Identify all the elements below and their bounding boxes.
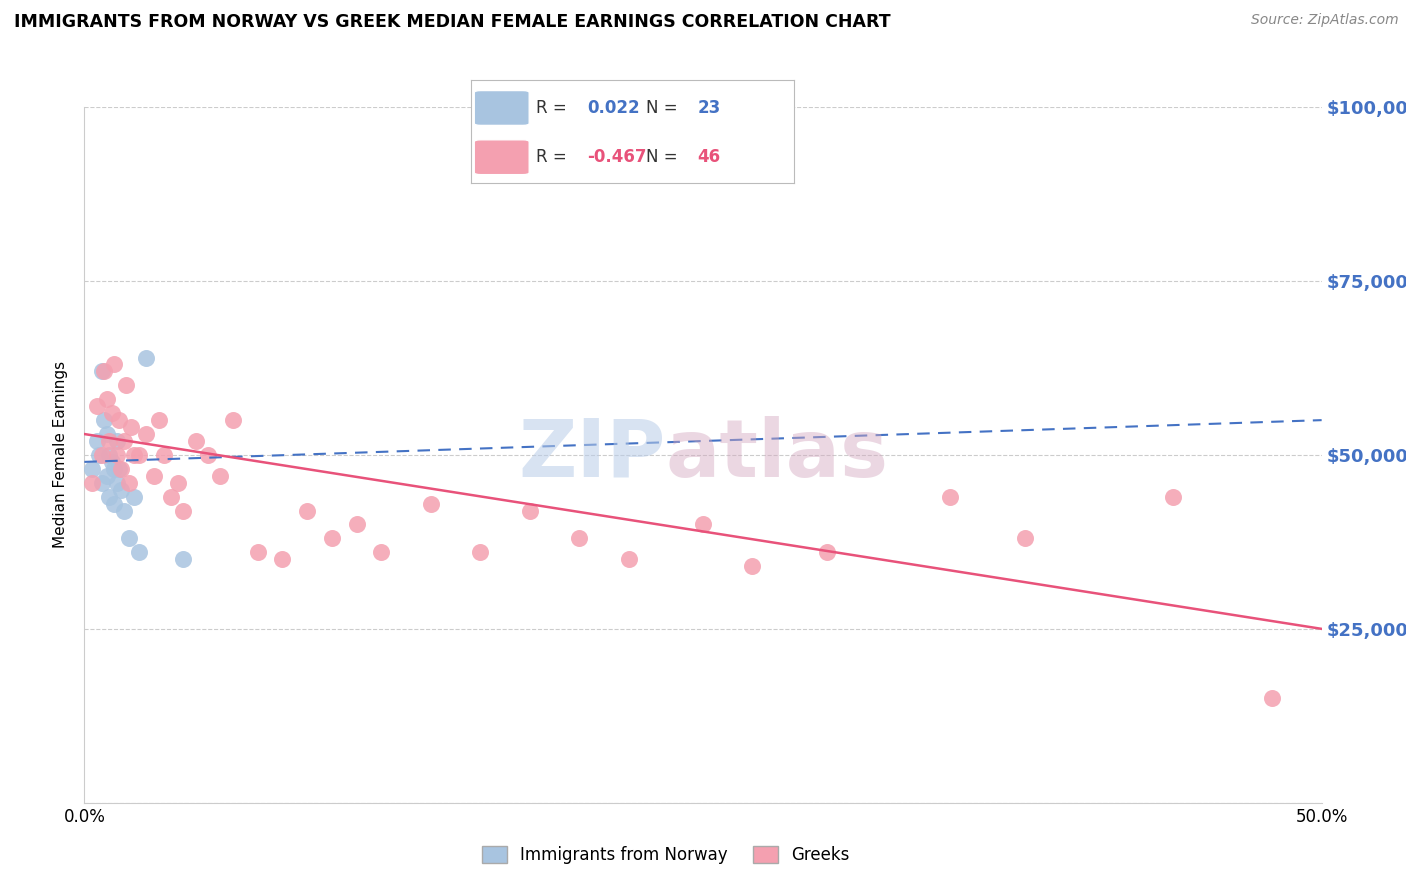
Point [148,413,170,427]
Point [321,532,343,546]
Text: R =: R = [536,148,572,166]
Point [939,490,962,504]
Point [103,462,125,476]
Point [100,406,122,420]
Point [80,475,103,490]
Point [80,462,103,476]
Point [346,517,368,532]
Point [271,552,294,566]
Point [112,503,135,517]
Text: N =: N = [645,99,682,117]
Point [470,545,492,559]
Point [128,448,150,462]
Point [519,503,541,517]
Point [96,392,118,407]
FancyBboxPatch shape [474,140,529,175]
Point [96,468,118,483]
Point [167,475,190,490]
Point [197,448,219,462]
Point [128,545,150,559]
Point [98,490,121,504]
Point [100,455,122,469]
Point [118,475,141,490]
Point [152,448,174,462]
Text: 23: 23 [697,99,721,117]
Point [93,364,115,378]
Text: 0.022: 0.022 [588,99,640,117]
Point [115,378,138,392]
Point [86,399,108,413]
Point [110,483,132,497]
Point [692,517,714,532]
Point [741,559,763,574]
Point [105,434,128,448]
Point [93,413,115,427]
Point [108,462,131,476]
Point [96,427,118,442]
Point [172,552,194,566]
Text: R =: R = [536,99,572,117]
Point [122,448,145,462]
Point [617,552,640,566]
Point [112,434,135,448]
Point [184,434,207,448]
Point [90,448,112,462]
Point [142,468,165,483]
Point [118,532,141,546]
Text: ZIP: ZIP [519,416,666,494]
Point [110,462,132,476]
Point [172,503,194,517]
Text: IMMIGRANTS FROM NORWAY VS GREEK MEDIAN FEMALE EARNINGS CORRELATION CHART: IMMIGRANTS FROM NORWAY VS GREEK MEDIAN F… [14,13,890,31]
Point [815,545,838,559]
Point [86,434,108,448]
Y-axis label: Median Female Earnings: Median Female Earnings [53,361,69,549]
Point [135,427,157,442]
Point [105,448,128,462]
Text: atlas: atlas [666,416,889,494]
Point [1261,691,1284,706]
Point [209,468,232,483]
Point [246,545,269,559]
Point [1161,490,1184,504]
Point [108,413,131,427]
Point [1014,532,1036,546]
Text: 46: 46 [697,148,720,166]
Point [295,503,318,517]
FancyBboxPatch shape [474,91,529,126]
Point [120,420,142,434]
Point [98,448,121,462]
Legend: Immigrants from Norway, Greeks: Immigrants from Norway, Greeks [472,837,859,874]
Point [90,364,112,378]
Point [370,545,392,559]
Text: Source: ZipAtlas.com: Source: ZipAtlas.com [1251,13,1399,28]
Point [419,497,441,511]
Point [122,490,145,504]
Point [103,497,125,511]
Point [568,532,591,546]
Point [160,490,183,504]
Point [89,448,111,462]
Text: N =: N = [645,148,682,166]
Text: -0.467: -0.467 [588,148,647,166]
Point [222,413,245,427]
Point [98,434,121,448]
Point [103,358,125,372]
Point [135,351,157,365]
Point [105,475,128,490]
Point [90,475,112,490]
